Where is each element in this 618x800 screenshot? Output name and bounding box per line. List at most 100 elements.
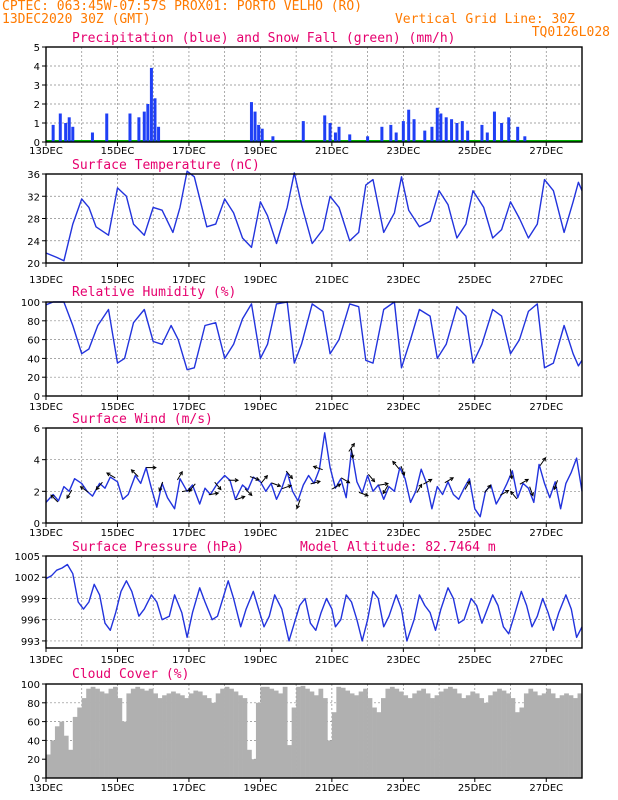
precip-bar (128, 113, 132, 142)
y-tick-label: 60 (27, 336, 40, 347)
precip-bar (64, 123, 68, 142)
wind-arrow-head (276, 483, 282, 488)
cloud-bar (340, 687, 346, 778)
precip-bar (67, 117, 71, 142)
cloud-bar (510, 698, 516, 778)
panel-5: 993 996 999 1002 1005 13DEC 15DEC 17DEC 19DEC 21D… (15, 540, 583, 666)
x-tick-label: 25DEC (458, 402, 492, 413)
panel-6: 0 20 40 60 80 100 13DEC 15DEC 17DEC 19DEC 21DEC 23D… (21, 667, 583, 794)
wind-arrow-head (428, 478, 433, 483)
y-tick-label: 0 (34, 138, 40, 149)
precip-bar (389, 124, 393, 142)
wind-arrow (271, 482, 282, 488)
wind-arrow-shaft (260, 475, 268, 484)
x-tick-label: 19DEC (244, 783, 278, 794)
x-tick-label: 17DEC (172, 402, 206, 413)
wind-arrow (423, 478, 433, 485)
cloud-bar (322, 698, 328, 778)
cloud-bar (349, 693, 355, 778)
panel-title: Surface Wind (m/s) (72, 412, 213, 427)
precip-bar (58, 113, 62, 142)
wind-arrow-head (248, 491, 253, 497)
cloud-bar (144, 690, 150, 778)
precip-bar (507, 117, 511, 142)
cloud-bar (412, 693, 418, 778)
x-tick-label: 19DEC (244, 275, 278, 286)
x-tick-label: 19DEC (244, 402, 278, 413)
cloud-bar (389, 686, 395, 778)
wind-arrow-head (542, 457, 547, 462)
wind-arrow-shaft (464, 480, 471, 490)
cloud-bar (555, 698, 560, 778)
wind-arrow-head (350, 442, 355, 448)
wind-arrow-shaft (249, 476, 260, 481)
y-tick-label: 28 (27, 215, 40, 226)
y-tick-label: 0 (34, 774, 40, 785)
cloud-bar (309, 691, 315, 778)
wind-arrow-shaft (340, 477, 350, 484)
cloud-bar (157, 698, 163, 778)
cloud-bar (229, 688, 234, 778)
cloud-bar (456, 693, 462, 778)
wind-arrow-head (529, 492, 534, 497)
precip-bar (455, 123, 459, 142)
y-tick-label: 24 (27, 237, 40, 248)
precip-bar (435, 107, 439, 142)
wind-arrow-shaft (310, 480, 321, 485)
wind-arrow (158, 481, 164, 492)
precip-bar (337, 126, 341, 142)
cloud-bar (68, 749, 74, 778)
precip-bar (480, 124, 484, 142)
cloud-bar (282, 686, 288, 778)
wind-arrow (260, 474, 268, 484)
wind-arrow (176, 470, 183, 481)
y-tick-label: 1 (34, 119, 40, 130)
cloud-bar (443, 688, 449, 778)
wind-arrow (244, 488, 253, 497)
x-tick-label: 15DEC (101, 528, 135, 539)
panel-2: 20 24 28 32 36 13DEC 15DEC 17DEC 19DEC 21DEC 23DEC… (27, 158, 583, 286)
precip-bar (328, 123, 332, 142)
wind-arrow-head (509, 475, 514, 480)
wind-arrow (340, 477, 351, 484)
wind-arrow (95, 481, 103, 491)
cloud-bar (492, 691, 498, 778)
wind-arrow (146, 465, 157, 470)
cloud-bar (59, 721, 65, 778)
x-tick-label: 21DEC (315, 275, 349, 286)
cloud-bar (130, 688, 136, 778)
precip-bar (516, 126, 520, 142)
x-tick-label: 27DEC (529, 402, 563, 413)
precip-bar (51, 124, 55, 142)
cloud-bar (224, 686, 230, 778)
cloud-bar (474, 693, 480, 778)
cloud-bar (470, 691, 476, 778)
cloud-bar (113, 686, 118, 778)
wind-arrow-shaft (106, 472, 116, 479)
x-tick-label: 21DEC (315, 528, 349, 539)
cloud-bar (139, 688, 145, 778)
precip-bar (523, 136, 527, 142)
cloud-bar (519, 707, 525, 778)
cloud-bar (452, 688, 458, 778)
precip-bar (460, 121, 464, 142)
wind-arrow-head (364, 492, 369, 497)
cloud-bar (153, 693, 158, 778)
wind-arrow (378, 482, 390, 487)
wind-arrow (312, 465, 323, 471)
x-tick-label: 21DEC (315, 655, 349, 666)
cloud-bar (532, 691, 538, 778)
wind-arrow-shaft (509, 469, 513, 479)
wind-arrow (348, 442, 355, 452)
cloud-bar (117, 698, 123, 778)
y-tick-label: 100 (21, 680, 40, 691)
cloud-bar (439, 691, 444, 778)
wind-arrow-head (553, 485, 558, 491)
x-tick-label: 27DEC (529, 655, 563, 666)
wind-arrow-head (510, 490, 515, 496)
cloud-bar (416, 690, 422, 778)
wind-arrow-shaft (281, 484, 292, 490)
cloud-bar (403, 695, 409, 778)
wind-arrow-head (288, 474, 294, 480)
cloud-bar (104, 693, 109, 778)
